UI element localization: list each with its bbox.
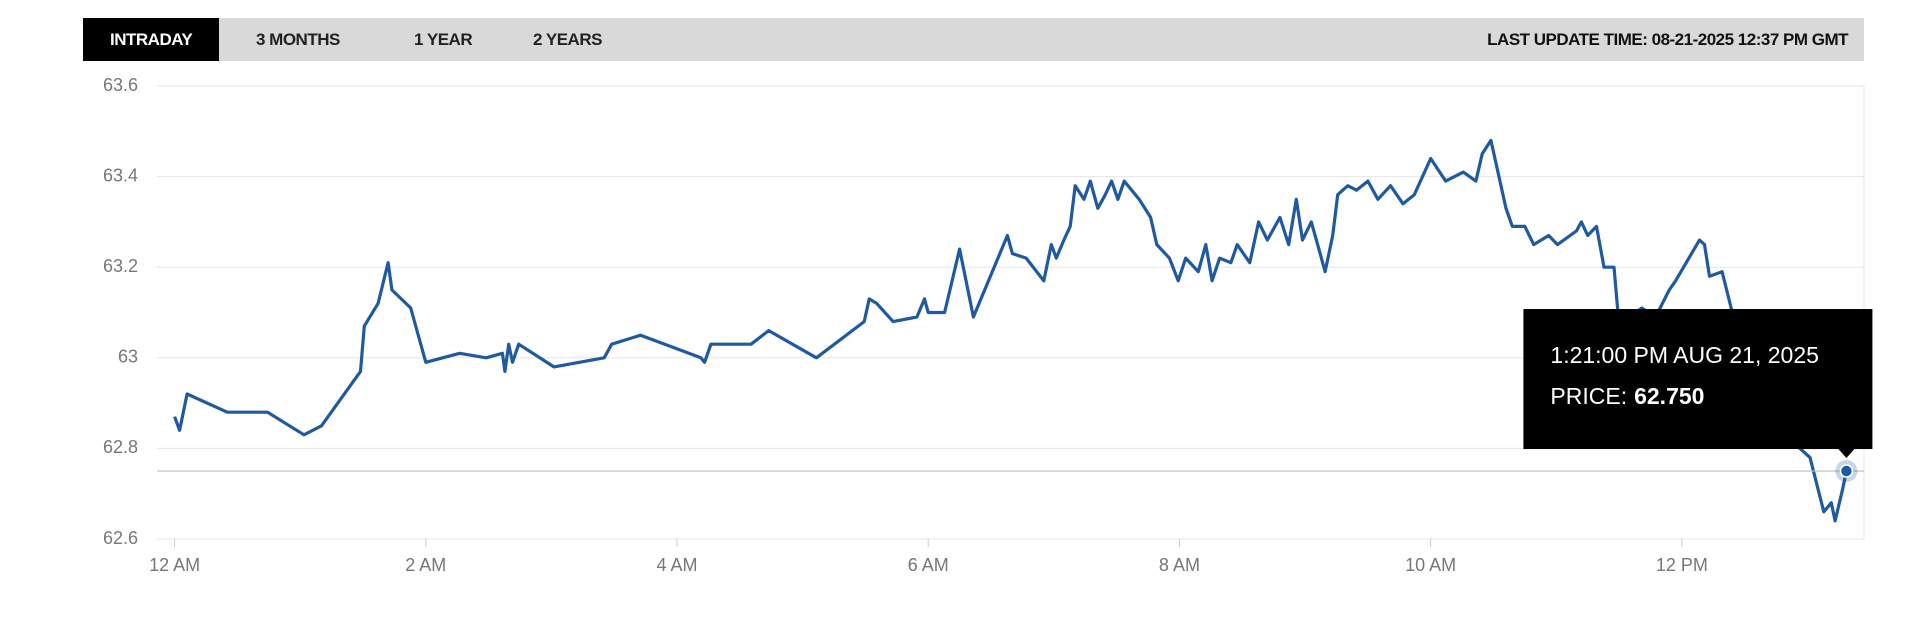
y-tick-label: 62.8 [103,437,138,457]
x-tick-label: 4 AM [656,555,697,575]
tooltip: 1:21:00 PM AUG 21, 2025 PRICE: 62.750 [1523,309,1873,459]
tab[interactable]: 3 MONTHS [256,30,340,49]
x-tick-label: 6 AM [908,555,949,575]
x-tick-label: 12 PM [1656,555,1708,575]
y-tick-label: 63.4 [103,165,138,185]
x-tick-label: 8 AM [1159,555,1200,575]
tooltip-pointer [1838,449,1855,459]
last-update: LAST UPDATE TIME: 08-21-2025 12:37 PM GM… [1487,30,1848,49]
tab[interactable]: 2 YEARS [533,30,602,49]
price-line [173,138,1848,523]
hover-point [1839,464,1854,478]
y-tick-label: 63 [118,347,138,367]
x-tick-label: 2 AM [405,555,446,575]
tooltip-box [1523,309,1873,450]
y-tick-label: 63.2 [103,256,138,276]
tooltip-price-label: PRICE: [1550,383,1627,409]
tab-bar: LAST UPDATE TIME: 08-21-2025 12:37 PM GM… [83,18,1864,61]
tooltip-price: PRICE: 62.750 [1550,383,1704,409]
tooltip-time: 1:21:00 PM AUG 21, 2025 [1550,342,1819,368]
tab[interactable]: 1 YEAR [414,30,473,49]
tab[interactable]: INTRADAY [83,18,220,61]
tooltip-price-value: 62.750 [1634,383,1704,409]
x-tick-label: 12 AM [149,555,200,575]
y-tick-label: 63.6 [103,75,138,95]
x-tick-label: 10 AM [1405,555,1456,575]
y-tick-label: 62.6 [103,528,138,548]
